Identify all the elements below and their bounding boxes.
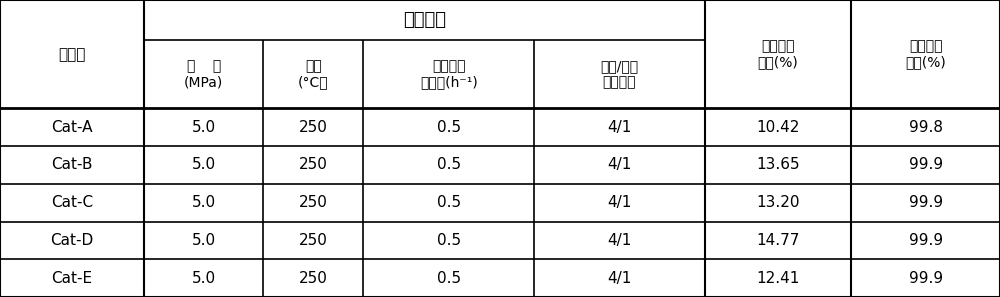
Text: Cat-E: Cat-E (51, 271, 93, 286)
Text: 反应条件: 反应条件 (403, 11, 446, 29)
Text: 13.65: 13.65 (756, 157, 800, 173)
Text: Cat-A: Cat-A (51, 120, 93, 135)
Text: 5.0: 5.0 (192, 195, 216, 210)
Text: 14.77: 14.77 (756, 233, 800, 248)
Text: 0.5: 0.5 (437, 120, 461, 135)
Text: 99.8: 99.8 (909, 120, 943, 135)
Text: 4/1: 4/1 (607, 157, 632, 173)
Text: 13.20: 13.20 (756, 195, 800, 210)
Text: 0.5: 0.5 (437, 195, 461, 210)
Text: 0.5: 0.5 (437, 233, 461, 248)
Text: 250: 250 (299, 195, 328, 210)
Text: 0.5: 0.5 (437, 271, 461, 286)
Text: 99.9: 99.9 (909, 271, 943, 286)
Text: 温度
(°C）: 温度 (°C） (298, 59, 329, 89)
Text: 99.9: 99.9 (909, 157, 943, 173)
Text: 250: 250 (299, 157, 328, 173)
Text: Cat-B: Cat-B (51, 157, 93, 173)
Text: 99.9: 99.9 (909, 195, 943, 210)
Text: 异丁烯转
化率(%): 异丁烯转 化率(%) (758, 39, 798, 69)
Text: 0.5: 0.5 (437, 157, 461, 173)
Text: 压    力
(MPa): 压 力 (MPa) (184, 59, 223, 89)
Text: Cat-C: Cat-C (51, 195, 93, 210)
Text: 4/1: 4/1 (607, 233, 632, 248)
Text: Cat-D: Cat-D (50, 233, 94, 248)
Text: 5.0: 5.0 (192, 233, 216, 248)
Text: 10.42: 10.42 (756, 120, 800, 135)
Text: 5.0: 5.0 (192, 271, 216, 286)
Text: 250: 250 (299, 233, 328, 248)
Text: 叔丁胺选
择性(%): 叔丁胺选 择性(%) (905, 39, 946, 69)
Text: 异丁烯重
量空速(h⁻¹): 异丁烯重 量空速(h⁻¹) (420, 59, 478, 89)
Text: 氨气/异丁
烯摩尔比: 氨气/异丁 烯摩尔比 (600, 59, 639, 89)
Text: 99.9: 99.9 (909, 233, 943, 248)
Text: 4/1: 4/1 (607, 271, 632, 286)
Text: 催化剂: 催化剂 (58, 47, 86, 62)
Text: 5.0: 5.0 (192, 120, 216, 135)
Text: 250: 250 (299, 120, 328, 135)
Text: 4/1: 4/1 (607, 120, 632, 135)
Text: 250: 250 (299, 271, 328, 286)
Text: 4/1: 4/1 (607, 195, 632, 210)
Text: 12.41: 12.41 (756, 271, 800, 286)
Text: 5.0: 5.0 (192, 157, 216, 173)
